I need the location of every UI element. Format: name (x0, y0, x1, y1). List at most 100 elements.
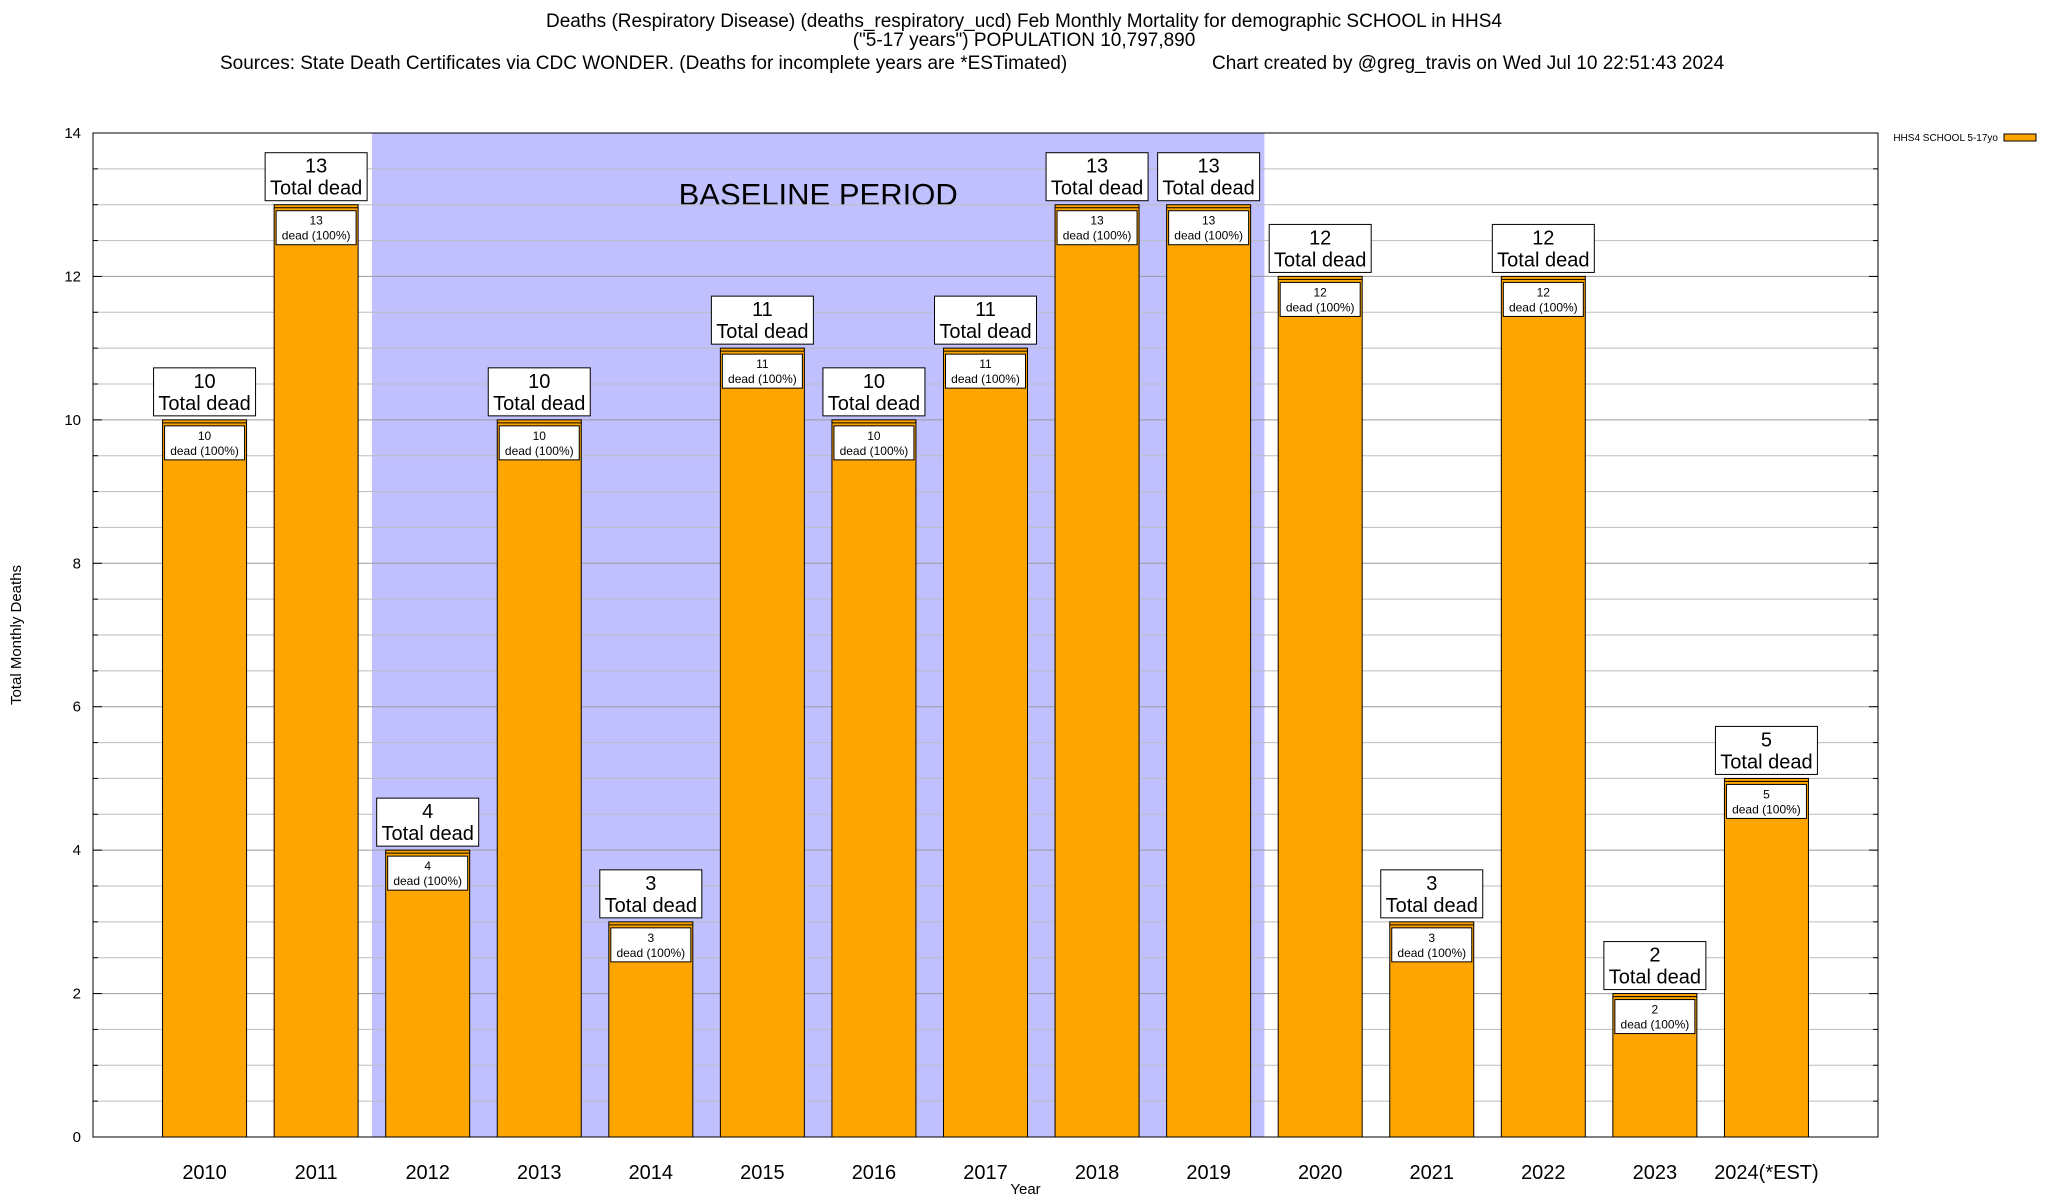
y-tick-label: 8 (73, 555, 81, 572)
inner-label-text: dead (100%) (1621, 1018, 1690, 1032)
inner-label-box (1502, 281, 1584, 317)
total-label-text: Total dead (605, 895, 697, 917)
x-tick-label: 2018 (1075, 1162, 1120, 1184)
total-label-text: Total dead (158, 393, 250, 415)
total-label-box (487, 367, 591, 417)
x-tick-label: 2019 (1186, 1162, 1231, 1184)
inner-label-text: dead (100%) (1732, 802, 1801, 816)
axis-layer: 2 0 10 2011 2012 2013 2014 2015 2016 2017 2018 2019… (8, 125, 1879, 1198)
total-label-box (376, 797, 480, 847)
inner-label-value: 3 (1428, 931, 1435, 945)
inner-label-value: 13 (309, 214, 323, 228)
x-tick-label: 2016 (852, 1162, 897, 1184)
plot-border (92, 132, 1879, 1138)
y-tick-label: 12 (64, 268, 81, 285)
inner-label-box (945, 353, 1026, 389)
inner-label-text: dead (100%) (170, 444, 239, 458)
title-line-1: Deaths (Respiratory Disease) (deaths_res… (545, 11, 1502, 32)
bar (831, 419, 917, 1138)
total-label-value: 2 (1649, 945, 1660, 967)
chart-title: Deaths (Respiratory Disease) (deaths_res… (0, 12, 2048, 50)
x-tick-label: 2013 (517, 1162, 562, 1184)
x-tick-label: 2011 (295, 1162, 338, 1184)
x-tick-label: 2020 (1298, 1162, 1343, 1184)
bar (1054, 204, 1140, 1138)
inner-label-text: dead (100%) (1509, 300, 1578, 314)
x-tick-label: 2015 (740, 1162, 785, 1184)
total-label-value: 13 (1086, 156, 1108, 178)
inner-label-text: dead (100%) (505, 444, 574, 458)
total-label-box (1603, 941, 1707, 991)
total-label-text: Total dead (1162, 178, 1254, 200)
x-tick-label: 2017 (963, 1162, 1008, 1184)
total-label-box (599, 869, 703, 919)
total-label-box (1268, 223, 1372, 273)
inner-label-value: 13 (1090, 214, 1104, 228)
total-label-value: 13 (305, 156, 327, 178)
total-label-value: 10 (528, 371, 550, 393)
inner-label-value: 11 (979, 357, 992, 371)
total-label-box (934, 295, 1037, 345)
inner-label-value: 10 (867, 429, 881, 443)
total-label-box (153, 367, 257, 417)
inner-label-value: 12 (1537, 285, 1551, 299)
inner-label-value: 4 (424, 859, 431, 873)
inner-label-value: 5 (1763, 787, 1770, 801)
inner-label-box (1391, 927, 1473, 963)
total-label-box (1714, 725, 1818, 775)
total-label-value: 11 (975, 299, 996, 321)
bar (273, 204, 359, 1138)
x-tick-label: 2022 (1521, 1162, 1566, 1184)
total-label-text: Total dead (382, 823, 474, 845)
inner-label-value: 10 (198, 429, 212, 443)
inner-label-value: 2 (1652, 1003, 1659, 1017)
inner-label-value: 13 (1202, 214, 1216, 228)
inner-label-box (721, 353, 803, 389)
total-label-value: 12 (1532, 227, 1554, 249)
x-tick-label: 2014 (629, 1162, 674, 1184)
y-tick-label: 14 (64, 125, 81, 142)
inner-label-box (1725, 783, 1807, 819)
bar (943, 347, 1028, 1138)
total-label-text: Total dead (939, 321, 1031, 343)
total-label-value: 3 (1426, 873, 1437, 895)
baseline-label: BASELINE PERIOD (679, 177, 958, 212)
bar (496, 419, 582, 1138)
inner-label-text: dead (100%) (282, 229, 351, 243)
total-label-box (1157, 152, 1261, 202)
total-label-text: Total dead (716, 321, 808, 343)
y-tick-label: 2 (73, 986, 81, 1003)
total-label-box (1491, 223, 1595, 273)
total-label-value: 11 (752, 299, 773, 321)
sources-text: Sources: State Death Certificates via CD… (220, 53, 1068, 74)
inner-label-text: dead (100%) (1397, 946, 1466, 960)
total-label-value: 5 (1761, 729, 1772, 751)
legend-layer: HHS4 SCHOOL 5-17yo (1893, 133, 2037, 144)
inner-label-value: 3 (647, 931, 654, 945)
total-label-text: Total dead (493, 393, 585, 415)
y-tick-label: 6 (73, 699, 81, 716)
y-axis-label: Total Monthly Deaths (8, 565, 25, 705)
total-label-box (710, 295, 814, 345)
bar (1277, 275, 1363, 1138)
y-tick-label: 10 (64, 412, 81, 429)
x-tick-label: 2024(*EST) (1714, 1162, 1819, 1184)
legend-swatch (2003, 133, 2037, 142)
x-tick-label: 2012 (405, 1162, 450, 1184)
legend-label: HHS4 SCHOOL 5-17yo (1893, 133, 1998, 144)
total-label-value: 10 (193, 371, 215, 393)
inner-label-value: 10 (533, 429, 547, 443)
y-tick-label: 0 (73, 1129, 81, 1146)
inner-label-box (1279, 281, 1361, 317)
total-label-box (1045, 152, 1149, 202)
x-tick-label: 2023 (1633, 1162, 1678, 1184)
